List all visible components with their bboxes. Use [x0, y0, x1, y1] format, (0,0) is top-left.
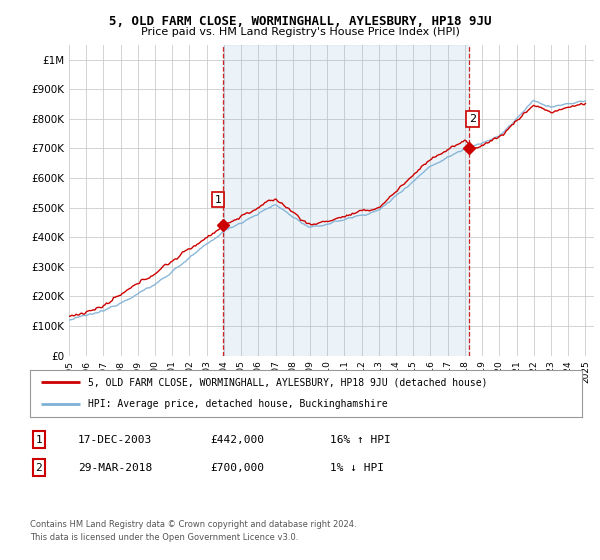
- Text: 2: 2: [35, 463, 43, 473]
- Bar: [223, 45, 469, 356]
- Text: 29-MAR-2018: 29-MAR-2018: [78, 463, 152, 473]
- Text: 1% ↓ HPI: 1% ↓ HPI: [330, 463, 384, 473]
- Text: This data is licensed under the Open Government Licence v3.0.: This data is licensed under the Open Gov…: [30, 533, 298, 542]
- Text: £700,000: £700,000: [210, 463, 264, 473]
- Text: Price paid vs. HM Land Registry's House Price Index (HPI): Price paid vs. HM Land Registry's House …: [140, 27, 460, 37]
- Text: HPI: Average price, detached house, Buckinghamshire: HPI: Average price, detached house, Buck…: [88, 399, 388, 409]
- Text: 2: 2: [469, 114, 476, 124]
- Text: 5, OLD FARM CLOSE, WORMINGHALL, AYLESBURY, HP18 9JU: 5, OLD FARM CLOSE, WORMINGHALL, AYLESBUR…: [109, 15, 491, 28]
- Text: £442,000: £442,000: [210, 435, 264, 445]
- Text: 1: 1: [215, 195, 221, 204]
- Text: Contains HM Land Registry data © Crown copyright and database right 2024.: Contains HM Land Registry data © Crown c…: [30, 520, 356, 529]
- Text: 1: 1: [35, 435, 43, 445]
- Text: 5, OLD FARM CLOSE, WORMINGHALL, AYLESBURY, HP18 9JU (detached house): 5, OLD FARM CLOSE, WORMINGHALL, AYLESBUR…: [88, 377, 487, 388]
- Text: 17-DEC-2003: 17-DEC-2003: [78, 435, 152, 445]
- Text: 16% ↑ HPI: 16% ↑ HPI: [330, 435, 391, 445]
